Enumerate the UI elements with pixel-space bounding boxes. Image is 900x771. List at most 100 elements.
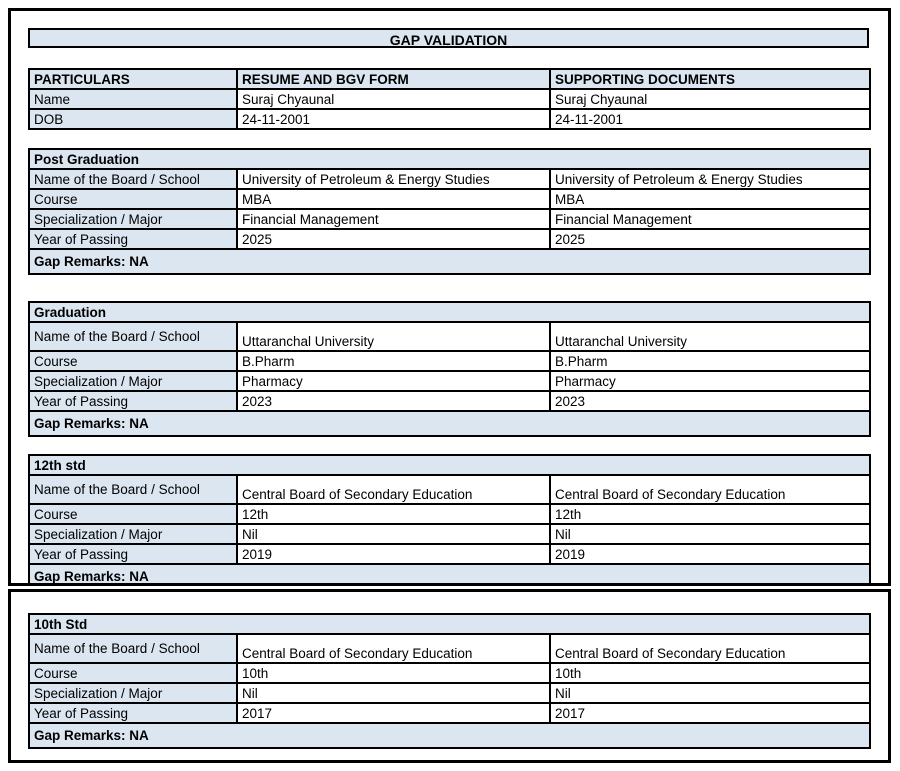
gap-remarks: Gap Remarks: NA	[27, 248, 872, 275]
row-label: Specialization / Major	[28, 682, 238, 704]
section-table-graduation: Graduation Name of the Board / School Ut…	[27, 301, 872, 437]
row-label: Course	[28, 503, 238, 525]
resume-value-cell: 2023	[236, 390, 551, 412]
supporting-value-cell: MBA	[548, 188, 872, 210]
gap-remarks: Gap Remarks: NA	[27, 722, 872, 749]
supporting-value-cell: Nil	[548, 523, 872, 545]
resume-value-cell: Central Board of Secondary Education	[236, 633, 551, 664]
section-header-row: Post Graduation	[27, 148, 872, 170]
supporting-value-cell: Suraj Chyaunal	[549, 88, 871, 110]
gap-remarks: Gap Remarks: NA	[27, 563, 872, 583]
section-title: Graduation	[27, 301, 872, 323]
supporting-value-cell: 12th	[548, 503, 872, 525]
document-title: GAP VALIDATION	[28, 28, 869, 48]
supporting-value-cell: Uttaranchal University	[548, 321, 872, 352]
row-label: DOB	[28, 108, 238, 130]
table-row-board: Name of the Board / School Central Board…	[28, 474, 872, 505]
row-label: Year of Passing	[28, 702, 238, 724]
resume-value-cell: 2017	[236, 702, 551, 724]
row-label: Name of the Board / School	[28, 633, 238, 664]
resume-value-cell: University of Petroleum & Energy Studies	[236, 168, 551, 190]
row-label: Name	[28, 88, 238, 110]
table-row-dob: DOB 24-11-2001 24-11-2001	[28, 108, 871, 130]
section-header-row: 12th std	[27, 454, 872, 476]
resume-value-cell: B.Pharm	[236, 350, 551, 372]
row-label: Course	[28, 662, 238, 684]
gap-remarks-row: Gap Remarks: NA	[27, 722, 872, 749]
table-row-specialization: Specialization / Major Nil Nil	[28, 682, 872, 704]
row-label: Specialization / Major	[28, 523, 238, 545]
page-frame-tenth-std: 10th Std Name of the Board / School Cent…	[8, 589, 891, 763]
supporting-value-cell: 2025	[548, 228, 872, 250]
resume-value-cell: Nil	[236, 682, 551, 704]
supporting-value-cell: Financial Management	[548, 208, 872, 230]
table-row-year: Year of Passing 2023 2023	[28, 390, 872, 412]
column-header-particulars: PARTICULARS	[28, 68, 238, 90]
table-row-name: Name Suraj Chyaunal Suraj Chyaunal	[28, 88, 871, 110]
supporting-value-cell: 24-11-2001	[549, 108, 871, 130]
table-row-course: Course B.Pharm B.Pharm	[28, 350, 872, 372]
identity-table: PARTICULARS RESUME AND BGV FORM SUPPORTI…	[28, 68, 871, 130]
supporting-value-cell: Central Board of Secondary Education	[548, 474, 872, 505]
gap-remarks-row: Gap Remarks: NA	[27, 248, 872, 275]
section-table-10th-std: 10th Std Name of the Board / School Cent…	[27, 613, 872, 749]
table-row-board: Name of the Board / School Central Board…	[28, 633, 872, 664]
resume-value-cell: 12th	[236, 503, 551, 525]
section-header-row: 10th Std	[27, 613, 872, 635]
row-label: Name of the Board / School	[28, 168, 238, 190]
supporting-value-cell: 2023	[548, 390, 872, 412]
gap-remarks: Gap Remarks: NA	[27, 410, 872, 437]
supporting-value-cell: 2017	[548, 702, 872, 724]
column-header-resume: RESUME AND BGV FORM	[236, 68, 551, 90]
table-row-course: Course 10th 10th	[28, 662, 872, 684]
resume-value-cell: Financial Management	[236, 208, 551, 230]
page-frame-main: GAP VALIDATION PARTICULARS RESUME AND BG…	[8, 8, 891, 586]
column-header-supporting: SUPPORTING DOCUMENTS	[549, 68, 871, 90]
row-label: Specialization / Major	[28, 370, 238, 392]
table-row-specialization: Specialization / Major Pharmacy Pharmacy	[28, 370, 872, 392]
table-row-board: Name of the Board / School Uttaranchal U…	[28, 321, 872, 352]
row-label: Name of the Board / School	[28, 321, 238, 352]
section-table-post-graduation: Post Graduation Name of the Board / Scho…	[27, 148, 872, 275]
section-header-row: Graduation	[27, 301, 872, 323]
supporting-value-cell: B.Pharm	[548, 350, 872, 372]
supporting-value-cell: 2019	[548, 543, 872, 565]
row-label: Year of Passing	[28, 543, 238, 565]
section-table-12th-std: 12th std Name of the Board / School Cent…	[27, 454, 872, 583]
table-row-specialization: Specialization / Major Financial Managem…	[28, 208, 872, 230]
supporting-value-cell: Nil	[548, 682, 872, 704]
table-row-year: Year of Passing 2017 2017	[28, 702, 872, 724]
supporting-value-cell: 10th	[548, 662, 872, 684]
resume-value-cell: MBA	[236, 188, 551, 210]
table-row-year: Year of Passing 2025 2025	[28, 228, 872, 250]
resume-value-cell: 2019	[236, 543, 551, 565]
supporting-value-cell: Pharmacy	[548, 370, 872, 392]
section-title: Post Graduation	[27, 148, 872, 170]
table-row-board: Name of the Board / School University of…	[28, 168, 872, 190]
resume-value-cell: Uttaranchal University	[236, 321, 551, 352]
resume-value-cell: 10th	[236, 662, 551, 684]
table-row-specialization: Specialization / Major Nil Nil	[28, 523, 872, 545]
table-row-course: Course 12th 12th	[28, 503, 872, 525]
identity-header-row: PARTICULARS RESUME AND BGV FORM SUPPORTI…	[28, 68, 871, 90]
row-label: Name of the Board / School	[28, 474, 238, 505]
row-label: Year of Passing	[28, 390, 238, 412]
table-row-course: Course MBA MBA	[28, 188, 872, 210]
gap-remarks-row: Gap Remarks: NA	[27, 563, 872, 583]
row-label: Course	[28, 350, 238, 372]
supporting-value-cell: University of Petroleum & Energy Studies	[548, 168, 872, 190]
row-label: Specialization / Major	[28, 208, 238, 230]
gap-remarks-row: Gap Remarks: NA	[27, 410, 872, 437]
resume-value-cell: Nil	[236, 523, 551, 545]
table-row-year: Year of Passing 2019 2019	[28, 543, 872, 565]
resume-value-cell: 24-11-2001	[236, 108, 551, 130]
resume-value-cell: Central Board of Secondary Education	[236, 474, 551, 505]
row-label: Year of Passing	[28, 228, 238, 250]
resume-value-cell: Pharmacy	[236, 370, 551, 392]
section-title: 10th Std	[27, 613, 872, 635]
resume-value-cell: Suraj Chyaunal	[236, 88, 551, 110]
resume-value-cell: 2025	[236, 228, 551, 250]
section-title: 12th std	[27, 454, 872, 476]
row-label: Course	[28, 188, 238, 210]
supporting-value-cell: Central Board of Secondary Education	[548, 633, 872, 664]
